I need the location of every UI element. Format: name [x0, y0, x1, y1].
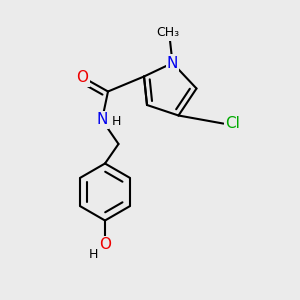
Text: N: N [167, 56, 178, 70]
Text: O: O [99, 237, 111, 252]
Text: O: O [76, 70, 88, 86]
Text: H: H [88, 248, 98, 261]
Text: N: N [96, 112, 108, 128]
Text: Cl: Cl [225, 116, 240, 131]
Text: CH₃: CH₃ [156, 26, 180, 40]
Text: H: H [112, 115, 121, 128]
